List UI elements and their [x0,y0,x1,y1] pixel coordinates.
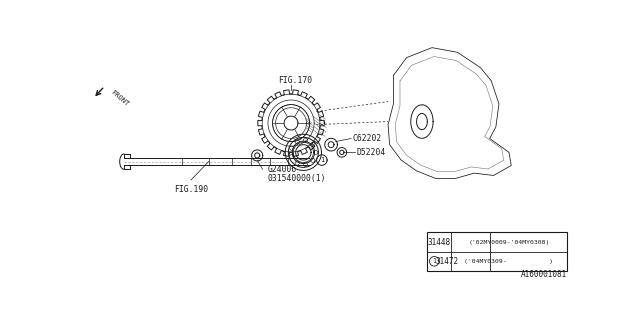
Text: FIG.190: FIG.190 [174,185,208,194]
Text: FRONT: FRONT [109,89,129,108]
Text: 1: 1 [432,258,436,264]
Bar [427,232,566,271]
Text: ('04MY0309-           ): ('04MY0309- ) [465,259,554,264]
Text: 31472: 31472 [435,257,458,266]
Text: D52204: D52204 [356,148,386,157]
Text: 031540000(1): 031540000(1) [268,174,326,183]
Text: A160001081: A160001081 [520,270,566,279]
Text: C62202: C62202 [353,134,382,143]
Text: ('02MY0009-'04MY0308): ('02MY0009-'04MY0308) [468,240,550,244]
Text: 31448: 31448 [428,237,451,247]
Text: FIG.170: FIG.170 [278,76,312,84]
Text: G24006: G24006 [268,165,297,174]
Text: 1: 1 [320,157,324,163]
